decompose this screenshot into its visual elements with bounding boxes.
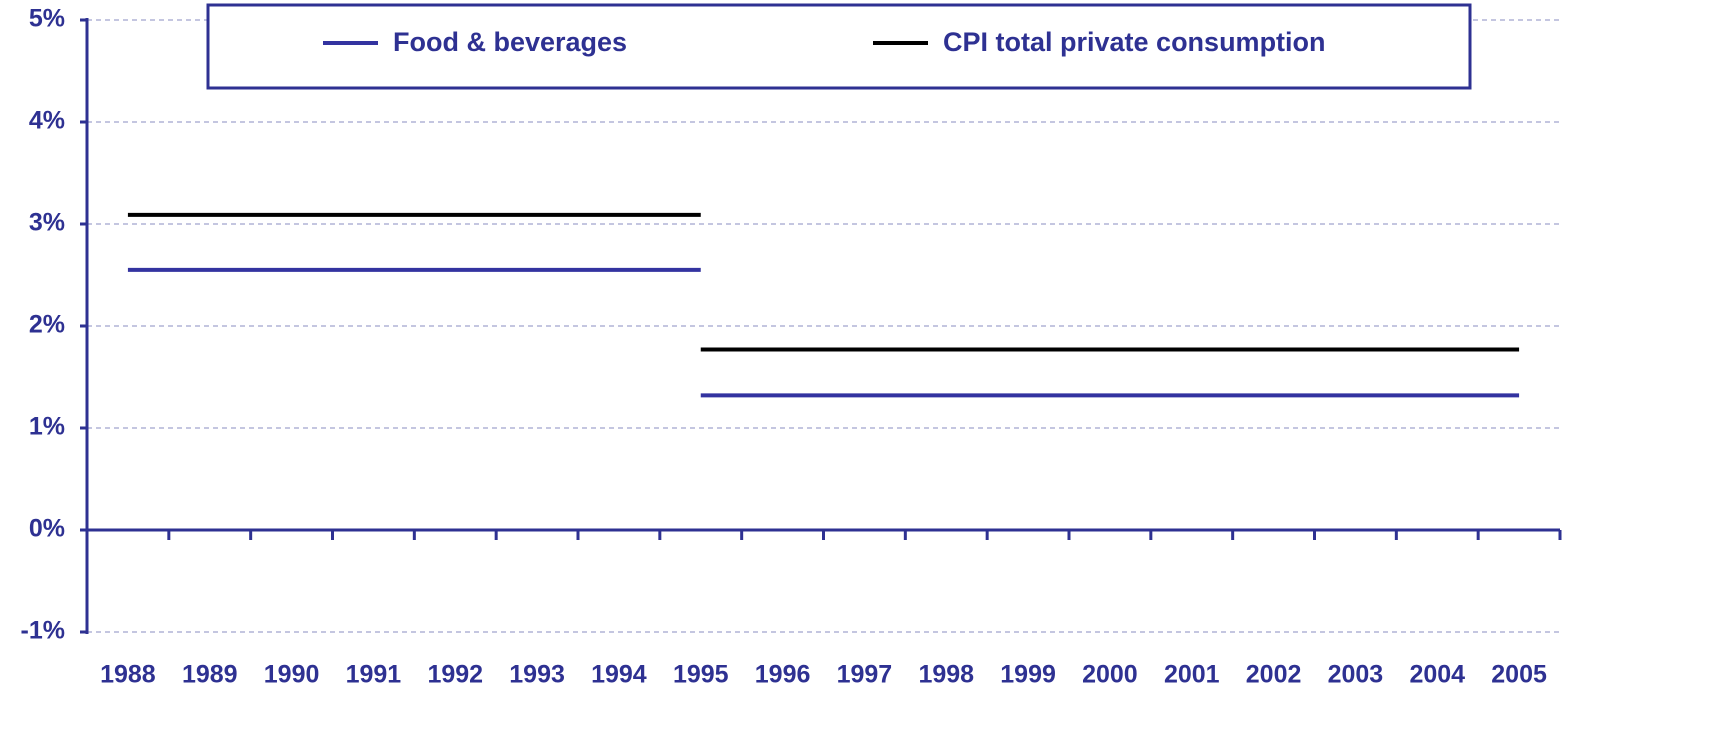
- x-tick-label: 2005: [1491, 661, 1547, 689]
- x-tick-label: 1989: [182, 661, 238, 689]
- x-tick-label: 2004: [1409, 661, 1465, 689]
- legend-label: CPI total private consumption: [943, 27, 1326, 57]
- x-tick-label: 1995: [673, 661, 729, 689]
- legend-label: Food & beverages: [393, 27, 627, 57]
- x-tick-label: 1990: [264, 661, 320, 689]
- y-tick-label: 4%: [29, 107, 65, 135]
- y-tick-label: 3%: [29, 209, 65, 237]
- y-tick-label: 2%: [29, 311, 65, 339]
- x-tick-label: 1988: [100, 661, 156, 689]
- x-tick-label: 1993: [509, 661, 565, 689]
- x-tick-label: 2002: [1246, 661, 1302, 689]
- y-tick-label: -1%: [21, 617, 65, 645]
- x-tick-label: 2003: [1328, 661, 1384, 689]
- y-tick-label: 1%: [29, 413, 65, 441]
- x-tick-label: 1999: [1000, 661, 1056, 689]
- x-tick-label: 1991: [346, 661, 402, 689]
- x-tick-label: 2001: [1164, 661, 1220, 689]
- legend-box: [206, 3, 1472, 90]
- x-tick-label: 1994: [591, 661, 647, 689]
- x-tick-label: 2000: [1082, 661, 1138, 689]
- x-tick-label: 1997: [837, 661, 893, 689]
- x-tick-label: 1996: [755, 661, 811, 689]
- y-tick-label: 5%: [29, 5, 65, 33]
- y-tick-label: 0%: [29, 515, 65, 543]
- x-tick-label: 1992: [427, 661, 483, 689]
- x-tick-label: 1998: [918, 661, 974, 689]
